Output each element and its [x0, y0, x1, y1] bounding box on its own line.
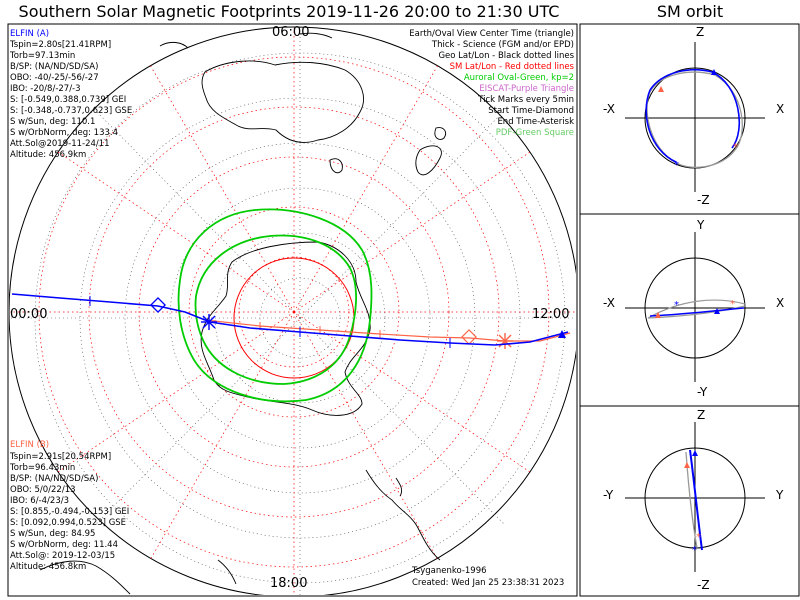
elfin-b-line: B/SP: (NA/ND/SD/SA) — [10, 474, 99, 484]
elfin-b-info: Tspin=2.91s[20.54RPM] Torb=96.43min B/SP… — [10, 452, 129, 573]
elfin-a-line: S: [-0.348,-0.737,0.623] GSE — [10, 106, 133, 116]
polar-map — [9, 26, 576, 595]
elfin-b-line: S w/OrbNorm, deg: 11.44 — [10, 540, 119, 550]
elfin-a-end-asterisk — [201, 314, 217, 330]
auroral-oval — [177, 208, 373, 403]
elfin-b-line: Altitude: 456.8km — [10, 562, 87, 572]
elfin-a-ticks — [89, 296, 451, 348]
elfin-b-end-asterisk — [497, 333, 513, 349]
elfin-b-line: OBO: 5/0/22/13 — [10, 485, 76, 495]
legend-item: Thick - Science (FGM and/or EPD) — [431, 40, 574, 50]
elfin-b-line: Torb=96.43min — [10, 463, 76, 473]
elfin-b-line: Tspin=2.91s[20.54RPM] — [10, 452, 112, 462]
orbit2-right-label: X — [776, 296, 785, 310]
orbit1-left-label: -X — [603, 102, 615, 116]
orbit-frame-yz — [579, 405, 800, 597]
svg-text:*: * — [692, 545, 697, 556]
elfin-a-line: Altitude: 456.9km — [10, 150, 87, 160]
svg-text:*: * — [730, 299, 735, 310]
svg-text:*: * — [674, 300, 679, 311]
elfin-a-track — [11, 293, 569, 346]
orbit-xy: * * — [625, 232, 765, 382]
orbit3-right-label: Y — [776, 488, 784, 502]
model-credit: Tsyganenko-1996 — [412, 566, 487, 576]
legend-item: End Time-Asterisk — [497, 117, 574, 127]
orbit2-left-label: -X — [603, 296, 615, 310]
legend-item: Geo Lat/Lon - Black dotted lines — [438, 51, 574, 61]
elfin-a-title: ELFIN (A) — [10, 29, 50, 39]
legend-item: SM Lat/Lon - Red dotted lines — [449, 62, 574, 72]
elfin-b-line: Att.Sol@: 2019-12-03/15 — [10, 551, 116, 561]
svg-text:*: * — [674, 160, 679, 171]
elfin-b-title: ELFIN (B) — [10, 440, 50, 450]
sm-grid — [10, 28, 576, 595]
legend-item: Start Time-Diamond — [488, 106, 574, 116]
orbit3-top-label: Z — [697, 408, 706, 422]
map-frame — [7, 23, 578, 597]
orbit-panel-title: SM orbit — [656, 2, 724, 21]
svg-text:*: * — [733, 142, 738, 153]
orbit1-right-label: X — [776, 102, 785, 116]
orbit3-left-label: -Y — [603, 488, 614, 502]
earth-limb — [9, 26, 576, 595]
plot-title: Southern Solar Magnetic Footprints 2019-… — [18, 2, 560, 21]
geo-grid — [10, 30, 576, 595]
elfin-a-line: OBO: -40/-25/-56/-27 — [10, 73, 99, 83]
elfin-a-line: S w/OrbNorm, deg: 133.4 — [10, 128, 119, 138]
orbit-yz: * * — [625, 422, 765, 572]
orbit-frame-xz — [579, 23, 800, 215]
orbit1-top-label: Z — [696, 25, 705, 39]
elfin-a-line: S w/Sun, deg: 110.1 — [10, 117, 96, 127]
clock-label-right: 12:00 — [532, 307, 570, 322]
legend-item: Auroral Oval-Green, kp=2 — [463, 73, 574, 83]
orbit-xz: * * — [625, 42, 765, 192]
elfin-a-line: IBO: -20/8/-27/-3 — [10, 84, 81, 94]
elfin-a-line: Tspin=2.80s[21.41RPM] — [10, 40, 112, 50]
elfin-b-line: S w/Sun, deg: 84.95 — [10, 529, 96, 539]
elfin-a-start-diamond — [150, 297, 166, 313]
orbit2-bottom-label: -Y — [697, 385, 708, 399]
svg-text:*: * — [696, 532, 701, 543]
elfin-b-line: IBO: 6/-4/23/3 — [10, 496, 69, 506]
legend-item: Earth/Oval View Center Time (triangle) — [409, 29, 574, 39]
elfin-b-line: S: [0.092,0.994,0.523] GSE — [10, 518, 127, 528]
elfin-a-line: Att.Sol@2019-11-24/11 — [10, 139, 110, 149]
view-center-triangle — [558, 330, 566, 338]
elfin-b-line: S: [0.855,-0.494,-0.153] GEI — [10, 507, 130, 517]
legend-item: EISCAT-Purple Triangle — [479, 84, 574, 94]
clock-label-bottom: 18:00 — [270, 576, 308, 591]
elfin-b-track — [204, 319, 571, 342]
orbit1-bottom-label: -Z — [697, 193, 710, 207]
legend-item: Tick Marks every 5min — [478, 95, 574, 105]
clock-label-top: 06:00 — [272, 25, 310, 40]
orbit3-bottom-label: -Z — [697, 578, 710, 592]
elfin-a-line: S: [-0.549,0.388,0.739] GEI — [10, 95, 127, 105]
legend: Earth/Oval View Center Time (triangle) T… — [409, 29, 574, 139]
created-timestamp: Created: Wed Jan 25 23:38:31 2023 — [412, 578, 565, 588]
orbit2-top-label: Y — [697, 218, 705, 232]
clock-label-left: 00:00 — [10, 307, 48, 322]
legend-item: PDF-Green Square — [495, 128, 574, 138]
elfin-b-start-diamond — [461, 329, 477, 345]
elfin-a-info: Tspin=2.80s[21.41RPM] Torb=97.13min B/SP… — [10, 40, 132, 161]
elfin-a-line: Torb=97.13min — [10, 51, 76, 61]
coastlines — [39, 32, 447, 595]
orbit-frame-xy — [579, 213, 800, 407]
elfin-a-line: B/SP: (NA/ND/SD/SA) — [10, 62, 99, 72]
